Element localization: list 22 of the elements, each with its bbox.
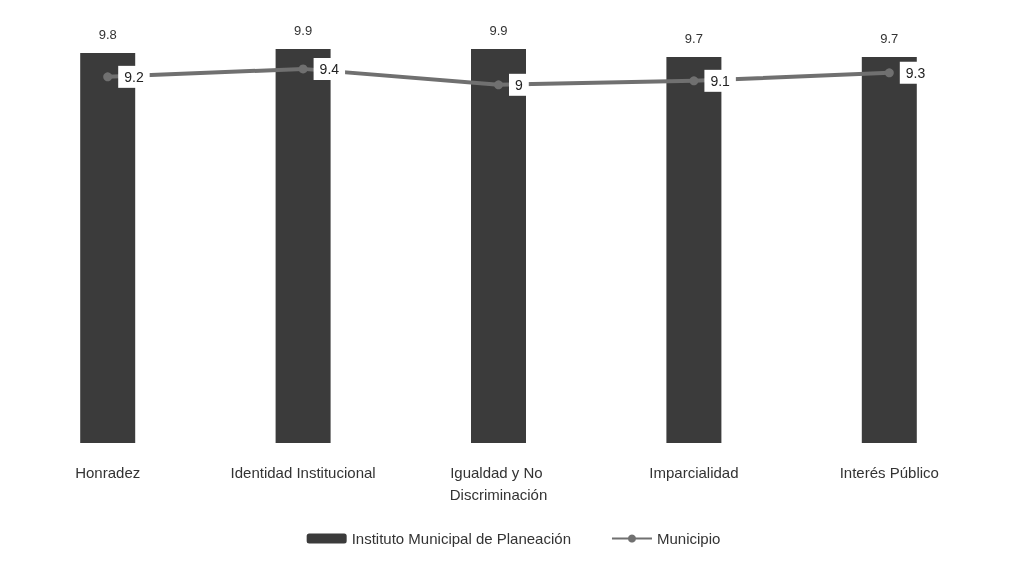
x-tick-label: Honradez	[75, 463, 141, 481]
point	[494, 80, 503, 90]
point	[298, 64, 308, 74]
data-label: 9.1	[710, 72, 731, 89]
legend-label: Municipio	[656, 530, 721, 547]
point	[103, 72, 113, 82]
legend-label: Instituto Municipal de Planeación	[351, 530, 571, 547]
x-tick-label: Igualdad y No Discriminación	[449, 463, 548, 503]
data-label: 9.3	[905, 64, 926, 81]
data-label: 9.7	[684, 30, 703, 46]
point	[884, 68, 894, 78]
data-label: 9.7	[880, 30, 899, 46]
x-tick-label: Identidad Institucional	[230, 463, 376, 481]
data-label: 9.9	[294, 22, 313, 38]
data-label: 9	[515, 76, 523, 93]
x-tick-label: Imparcialidad	[649, 463, 739, 481]
x-tick-label: Interés Público	[839, 463, 939, 481]
point	[689, 76, 699, 86]
data-label: 9.8	[98, 26, 117, 42]
data-label: 9.2	[124, 68, 144, 85]
data-label: 9.9	[489, 22, 508, 38]
data-label: 9.4	[319, 60, 340, 77]
